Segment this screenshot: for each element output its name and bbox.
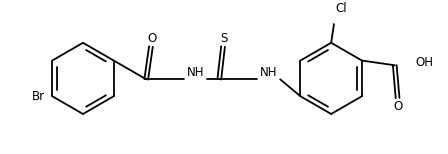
Text: Cl: Cl bbox=[335, 2, 347, 15]
Text: NH: NH bbox=[187, 66, 205, 79]
Text: S: S bbox=[220, 32, 228, 45]
Text: NH: NH bbox=[260, 66, 278, 79]
Text: O: O bbox=[393, 100, 402, 113]
Text: Br: Br bbox=[31, 90, 45, 103]
Text: OH: OH bbox=[415, 56, 433, 69]
Text: O: O bbox=[147, 32, 156, 45]
